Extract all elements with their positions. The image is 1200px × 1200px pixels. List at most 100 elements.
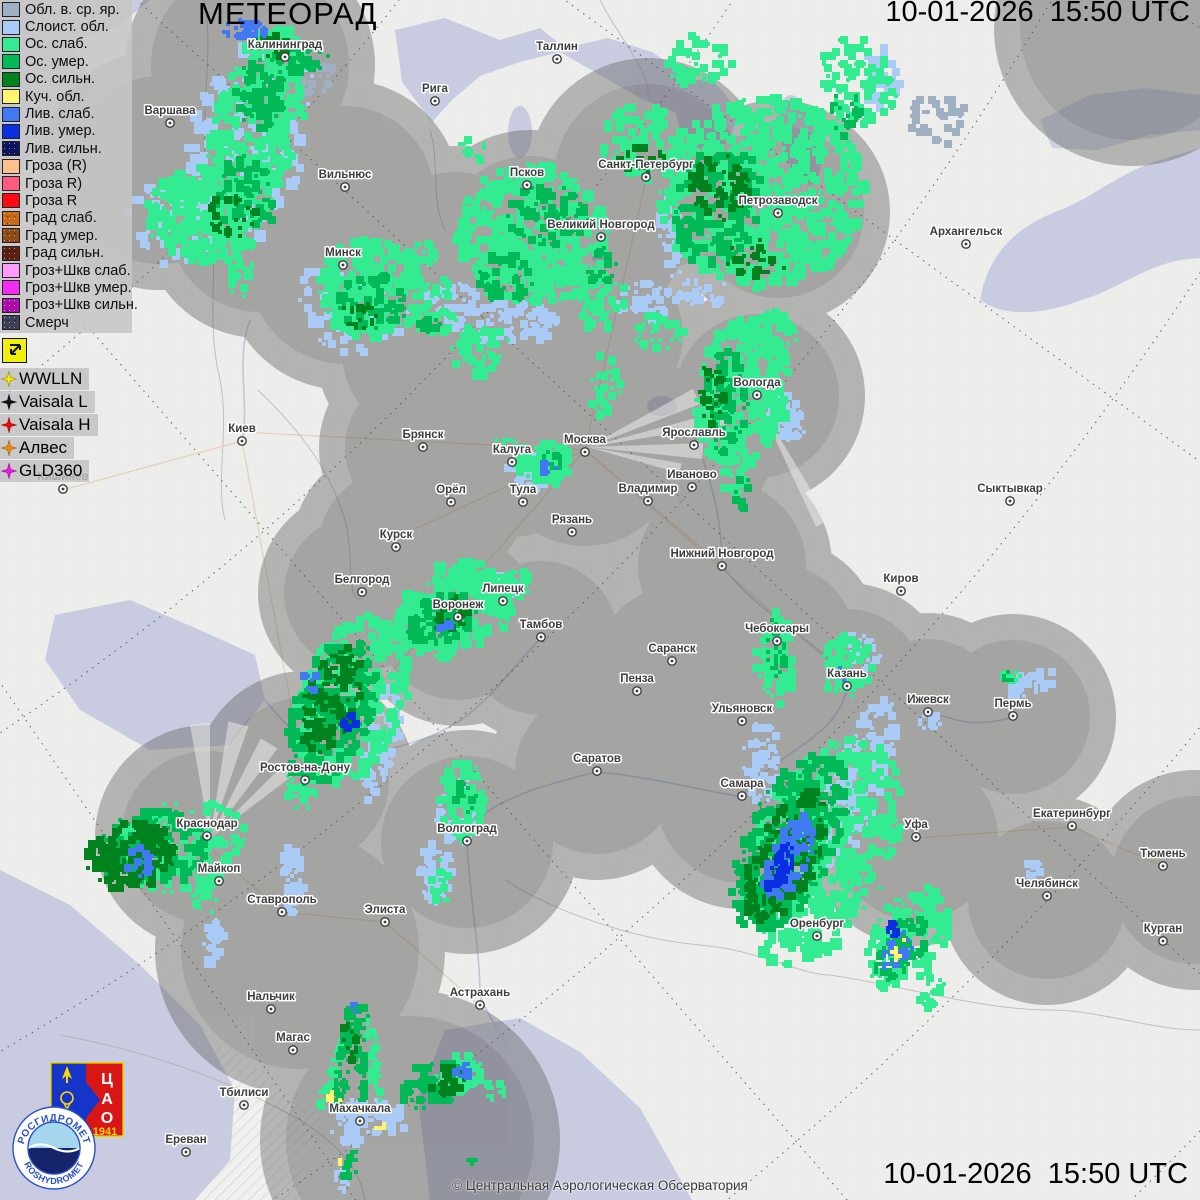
legend-item: Ос. сильн. xyxy=(2,71,132,88)
precip-cluster-BL1 xyxy=(540,460,558,476)
legend-color-swatch xyxy=(2,123,20,139)
precip-cluster-G1 xyxy=(484,1080,506,1102)
city-label: Ярославль xyxy=(661,426,727,450)
legend-color-swatch xyxy=(2,210,20,226)
lightning-network-cross-icon xyxy=(1,371,17,387)
precip-cluster-G3 xyxy=(342,302,378,330)
precip-cluster-BL1 xyxy=(124,844,154,878)
legend-color-swatch xyxy=(2,263,20,279)
city-label: Калининград xyxy=(246,38,324,62)
lightning-legend-item: WWLLN xyxy=(0,368,90,390)
city-label: Белгород xyxy=(333,573,392,597)
legend-item: Слоист. обл. xyxy=(2,18,132,35)
squall-arrow-icon xyxy=(10,344,21,355)
copyright-line: © Центральная Аэрологическая Обсерватори… xyxy=(452,1178,748,1193)
city-label: Пермь xyxy=(993,697,1033,721)
precip-cluster-Y xyxy=(374,1122,386,1130)
city-label: Рязань xyxy=(550,513,594,537)
city-label: Псков xyxy=(508,166,546,190)
legend-item: Гроза R xyxy=(2,192,132,209)
city-label: Ростов-на-Дону xyxy=(259,761,352,785)
city-label: Челябинск xyxy=(1015,877,1080,901)
cao-letter: Ц xyxy=(101,1071,113,1088)
precip-cluster-G2 xyxy=(476,252,534,302)
legend-item: Град умер. xyxy=(2,227,132,244)
precip-cluster-G3 xyxy=(688,154,752,222)
precip-cluster-G2 xyxy=(1002,670,1014,682)
legend-item-label: Куч. обл. xyxy=(25,88,85,105)
city-label: Тбилиси xyxy=(218,1086,270,1110)
precip-cluster-G1 xyxy=(820,36,898,128)
legend-color-swatch xyxy=(2,19,20,35)
precip-cluster-LB xyxy=(330,1126,364,1148)
precip-cluster-Y xyxy=(350,1106,366,1114)
legend-item: Ос. умер. xyxy=(2,53,132,70)
precip-cluster-G2 xyxy=(340,1150,358,1180)
road-layer xyxy=(62,179,1164,1007)
city-label: Ульяновск xyxy=(710,702,774,726)
precip-cluster-Y xyxy=(338,1158,342,1166)
lightning-legend-item: Vaisala L xyxy=(0,391,95,413)
city-label: Брянск xyxy=(401,428,445,452)
precip-cluster-G1 xyxy=(588,352,624,420)
lightning-legend-item: Vaisala H xyxy=(0,414,98,436)
precip-cluster-G1 xyxy=(494,438,518,454)
legend-item-label: Ос. слаб. xyxy=(25,36,88,53)
legend-item-label: Слоист. обл. xyxy=(25,19,109,36)
legend-color-swatch xyxy=(2,193,20,209)
legend-item: Гроз+Шкв сильн. xyxy=(2,297,138,314)
legend-item-label: Град умер. xyxy=(25,227,98,244)
precip-cluster-G1 xyxy=(634,312,688,352)
legend-item: Град сильн. xyxy=(2,244,132,261)
city-label: Уфа xyxy=(903,818,930,842)
city-label: Саратов xyxy=(572,752,622,776)
legend-color-swatch xyxy=(2,228,20,244)
precip-cluster-Y xyxy=(890,938,906,962)
precip-cluster-LB xyxy=(1024,860,1044,880)
city-label: Пенза xyxy=(619,672,656,696)
city-label: Владимир xyxy=(617,482,679,506)
city-label: Тюмень xyxy=(1139,847,1187,871)
legend-item: Лив. сильн. xyxy=(2,140,132,157)
legend-item: Лив. умер. xyxy=(2,123,132,140)
precip-cluster-BL1 xyxy=(222,18,268,40)
precip-cluster-G1 xyxy=(450,324,510,380)
city-label: Рига xyxy=(421,82,450,106)
city-label: Ижевск xyxy=(906,693,951,717)
legend-item: Лив. слаб. xyxy=(2,105,132,122)
city-label: Санкт-Петербург xyxy=(597,158,695,182)
legend-item-label: Град сильн. xyxy=(25,245,105,262)
timestamp-top: 10-01-2026 15:50 UTC xyxy=(885,0,1190,28)
city-label: Великий Новгород xyxy=(546,218,657,242)
precip-cluster-BL1 xyxy=(300,672,320,694)
squall-symbol-box xyxy=(2,338,27,363)
city-label: Майкоп xyxy=(196,862,242,886)
lightning-network-cross-icon xyxy=(1,417,17,433)
legend-item-label: Смерч xyxy=(25,314,69,331)
city-label: Ереван xyxy=(164,1133,208,1157)
legend-item: Град слаб. xyxy=(2,210,132,227)
city-label: Курск xyxy=(378,528,414,552)
legend-item-label: Гроза (R) xyxy=(25,158,87,175)
legend-item: Куч. обл. xyxy=(2,88,132,105)
city-label: Курган xyxy=(1142,922,1184,946)
lightning-network-cross-icon xyxy=(1,463,17,479)
cao-letter: А xyxy=(101,1091,113,1108)
legend-color-swatch xyxy=(2,106,20,122)
precip-cluster-G2 xyxy=(732,476,752,512)
precip-cluster-G1 xyxy=(428,858,452,904)
precip-cluster-G1 xyxy=(492,568,532,600)
precip-cluster-G2 xyxy=(232,58,286,132)
lightning-legend-item: Алвес xyxy=(0,437,75,459)
legend-item-label: Обл. в. ср. яр. xyxy=(25,1,120,18)
precip-cluster-Y xyxy=(326,1090,342,1102)
lightning-network-cross-icon xyxy=(1,440,17,456)
lightning-legend-item: GLD360 xyxy=(0,460,90,482)
precip-cluster-G3 xyxy=(340,1022,360,1064)
lightning-network-cross-icon xyxy=(1,394,17,410)
city-label: Саранск xyxy=(647,642,697,666)
precip-cluster-BL1 xyxy=(350,1002,358,1014)
legend-item-label: Гроза R xyxy=(25,192,78,209)
legend-item: Ос. слаб. xyxy=(2,36,132,53)
